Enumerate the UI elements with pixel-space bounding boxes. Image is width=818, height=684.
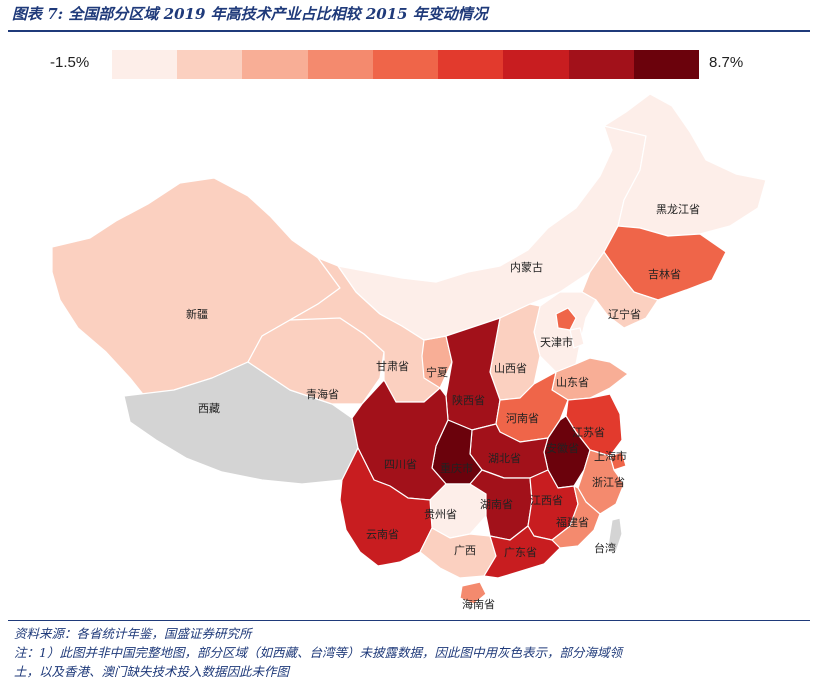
title-divider xyxy=(8,30,810,32)
label-hainan: 海南省 xyxy=(462,597,495,611)
source-note: 资料来源：各省统计年鉴，国盛证券研究所 xyxy=(14,626,252,641)
label-hubei: 湖北省 xyxy=(488,452,521,465)
province-liaoning xyxy=(581,251,659,329)
province-yunnan xyxy=(339,447,433,567)
label-hunan: 湖南省 xyxy=(480,498,513,511)
label-guangdong: 广东省 xyxy=(504,546,537,559)
label-shaanxi: 陕西省 xyxy=(452,393,485,407)
label-fujian: 福建省 xyxy=(556,515,589,529)
label-chongqing: 重庆市 xyxy=(440,461,473,475)
label-shandong: 山东省 xyxy=(556,376,589,389)
label-jiangsu: 江苏省 xyxy=(572,426,605,439)
label-yunnan: 云南省 xyxy=(366,528,399,541)
label-shanghai: 上海市 xyxy=(594,449,627,463)
color-legend: -1.5% 8.7% xyxy=(0,48,818,82)
label-taiwan: 台湾 xyxy=(594,541,616,555)
legend-color-scale xyxy=(112,50,699,79)
label-qinghai: 青海省 xyxy=(306,387,339,401)
label-gansu: 甘肃省 xyxy=(376,360,409,373)
legend-bin-8 xyxy=(568,50,634,79)
label-tianjin: 天津市 xyxy=(540,335,573,349)
label-zhejiang: 浙江省 xyxy=(592,476,625,489)
legend-bin-9 xyxy=(633,50,699,79)
province-fujian xyxy=(551,485,601,549)
legend-bin-4 xyxy=(307,50,373,79)
footer-divider xyxy=(8,620,810,621)
province-taiwan xyxy=(607,517,623,553)
province-heilongjiang xyxy=(603,93,767,237)
label-sichuan: 四川省 xyxy=(384,458,417,471)
label-shanxi: 山西省 xyxy=(494,362,527,375)
province-guangdong xyxy=(483,525,561,579)
label-jilin: 吉林省 xyxy=(648,267,681,281)
province-tianjin xyxy=(569,327,585,349)
label-guangxi: 广西 xyxy=(454,544,476,557)
label-guizhou: 贵州省 xyxy=(424,508,457,521)
legend-bin-2 xyxy=(177,50,243,79)
label-anhui: 安徽省 xyxy=(546,441,579,455)
legend-bin-7 xyxy=(503,50,569,79)
label-xinjiang: 新疆 xyxy=(186,307,208,321)
label-henan: 河南省 xyxy=(506,412,539,425)
label-heilongjiang: 黑龙江省 xyxy=(656,203,700,216)
chart-title: 图表 7: 全国部分区域 2019 年高技术产业占比相较 2015 年变动情况 xyxy=(12,5,488,23)
legend-bin-1 xyxy=(112,50,178,79)
china-choropleth-map: 黑龙江省 吉林省 辽宁省 内蒙古 新疆 西藏 青海省 甘肃省 宁夏 陕西省 山西… xyxy=(0,82,818,622)
province-hainan xyxy=(459,581,487,605)
legend-min-label: -1.5% xyxy=(50,54,90,71)
province-beijing xyxy=(555,307,577,331)
label-liaoning: 辽宁省 xyxy=(608,307,641,321)
legend-bin-6 xyxy=(438,50,504,79)
legend-max-label: 8.7% xyxy=(709,54,744,71)
label-ningxia: 宁夏 xyxy=(426,365,448,379)
label-jiangxi: 江西省 xyxy=(530,494,563,507)
map-note-line-2: 土，以及香港、澳门缺失技术投入数据因此未作图 xyxy=(14,664,290,679)
map-note-line-1: 注：1）此图并非中国完整地图，部分区域（如西藏、台湾等）未披露数据，因此图中用灰… xyxy=(14,645,622,660)
legend-bin-5 xyxy=(372,50,439,79)
label-neimenggu: 内蒙古 xyxy=(510,260,543,274)
legend-bin-3 xyxy=(242,50,308,79)
label-xizang: 西藏 xyxy=(198,402,220,415)
